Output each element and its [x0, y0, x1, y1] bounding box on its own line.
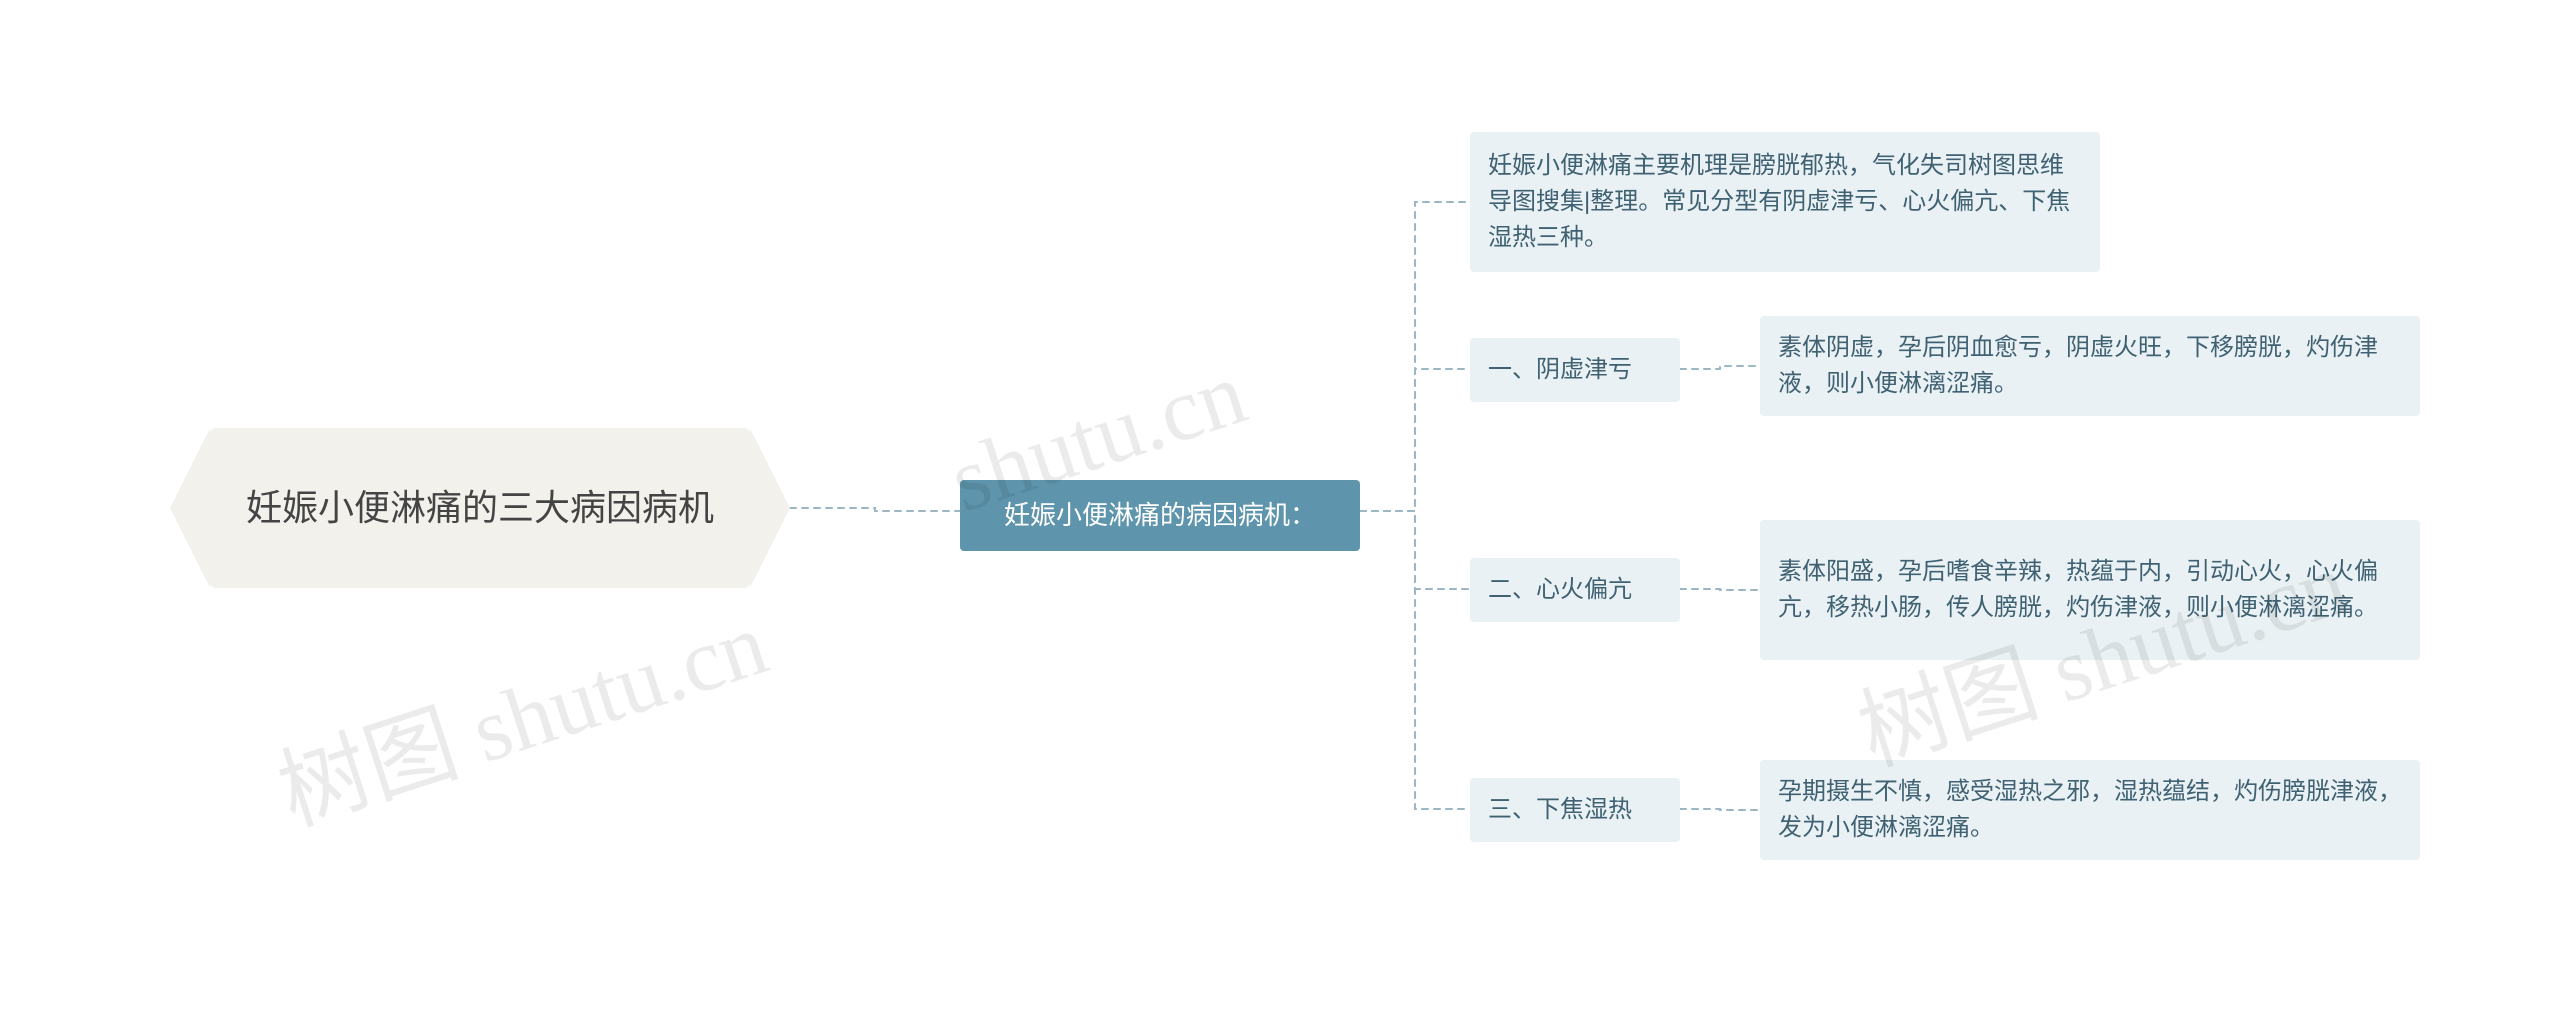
leaf-1-label: 一、阴虚津亏 [1488, 352, 1632, 388]
leaf-summary-text: 妊娠小便淋痛主要机理是膀胱郁热，气化失司树图思维导图搜集|整理。常见分型有阴虚津… [1488, 148, 2082, 256]
root-label: 妊娠小便淋痛的三大病因病机 [246, 481, 714, 535]
leaf-1-detail[interactable]: 素体阴虚，孕后阴血愈亏，阴虚火旺，下移膀胱，灼伤津液，则小便淋漓涩痛。 [1760, 316, 2420, 416]
leaf-3-detail-text: 孕期摄生不慎，感受湿热之邪，湿热蕴结，灼伤膀胱津液，发为小便淋漓涩痛。 [1778, 774, 2402, 846]
leaf-2-label: 二、心火偏亢 [1488, 572, 1632, 608]
leaf-1-detail-text: 素体阴虚，孕后阴血愈亏，阴虚火旺，下移膀胱，灼伤津液，则小便淋漓涩痛。 [1778, 330, 2402, 402]
leaf-2-detail-text: 素体阳盛，孕后嗜食辛辣，热蕴于内，引动心火，心火偏亢，移热小肠，传人膀胱，灼伤津… [1778, 554, 2402, 626]
leaf-3-label: 三、下焦湿热 [1488, 792, 1632, 828]
leaf-1[interactable]: 一、阴虚津亏 [1470, 338, 1680, 402]
middle-node[interactable]: 妊娠小便淋痛的病因病机： [960, 480, 1360, 551]
middle-label: 妊娠小便淋痛的病因病机： [1004, 496, 1316, 535]
mindmap-canvas: 妊娠小便淋痛的三大病因病机 妊娠小便淋痛的病因病机： 妊娠小便淋痛主要机理是膀胱… [0, 0, 2560, 1012]
leaf-3[interactable]: 三、下焦湿热 [1470, 778, 1680, 842]
root-chevron-right [750, 428, 790, 588]
leaf-2-detail[interactable]: 素体阳盛，孕后嗜食辛辣，热蕴于内，引动心火，心火偏亢，移热小肠，传人膀胱，灼伤津… [1760, 520, 2420, 660]
leaf-2[interactable]: 二、心火偏亢 [1470, 558, 1680, 622]
leaf-summary[interactable]: 妊娠小便淋痛主要机理是膀胱郁热，气化失司树图思维导图搜集|整理。常见分型有阴虚津… [1470, 132, 2100, 272]
leaf-3-detail[interactable]: 孕期摄生不慎，感受湿热之邪，湿热蕴结，灼伤膀胱津液，发为小便淋漓涩痛。 [1760, 760, 2420, 860]
watermark: 树图 shutu.cn [260, 570, 780, 850]
root-chevron-left [170, 428, 210, 588]
root-node[interactable]: 妊娠小便淋痛的三大病因病机 [210, 428, 750, 588]
